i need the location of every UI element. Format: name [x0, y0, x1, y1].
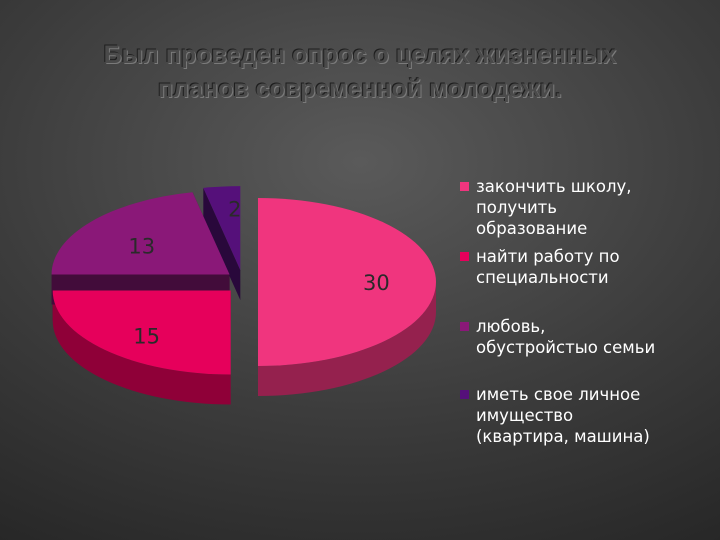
slice-label-school: 30: [363, 271, 390, 295]
slice-side-property-0: [203, 187, 241, 301]
title-line-1: Был проведен опрос о целях жизненных: [103, 41, 617, 69]
legend-swatch-family: [460, 322, 469, 331]
title-line-2: планов современной молодежи.: [158, 75, 562, 103]
legend-item-property: иметь свое личное имущество (квартира, м…: [460, 384, 710, 447]
slice-work: [52, 290, 231, 375]
legend-swatch-property: [460, 390, 469, 399]
slice-label-property: 2: [228, 197, 241, 221]
legend-label-property: иметь свое личное имущество (квартира, м…: [476, 385, 650, 446]
slice-label-family: 13: [128, 235, 155, 259]
slice-edge-school: [258, 282, 436, 396]
slice-edge-work: [52, 290, 231, 405]
legend-swatch-school: [460, 182, 469, 191]
slice-family: [51, 192, 230, 275]
legend-item-work: найти работу по специальности: [460, 246, 710, 288]
legend-label-family: любовь, обустройстыо семьи: [476, 317, 656, 357]
legend-swatch-work: [460, 252, 469, 261]
legend-item-family: любовь, обустройстыо семьи: [460, 316, 710, 358]
legend-label-school: закончить школу, получить образование: [476, 177, 632, 238]
slice-label-work: 15: [133, 324, 160, 348]
legend-item-school: закончить школу, получить образование: [460, 176, 710, 239]
legend-label-work: найти работу по специальности: [476, 247, 620, 287]
page-title: Был проведен опрос о целях жизненных пла…: [30, 38, 690, 106]
slice-property: [203, 186, 241, 271]
slice-school: [258, 198, 436, 366]
